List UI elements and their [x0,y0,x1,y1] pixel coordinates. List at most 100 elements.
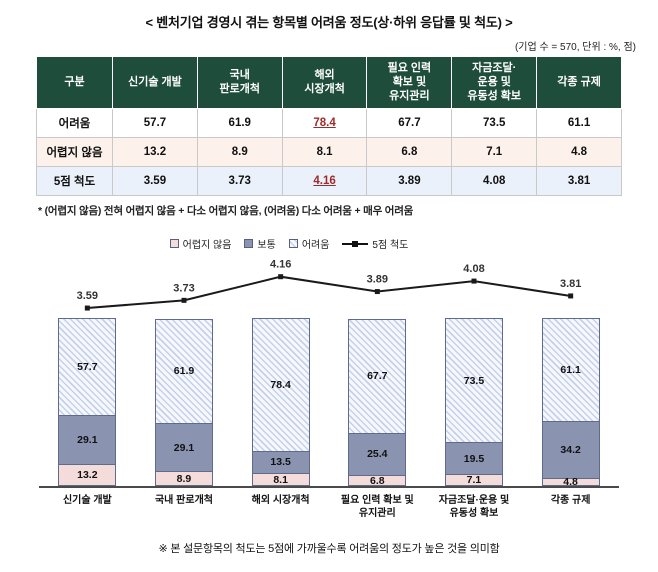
value-cell: 13.2 [112,137,198,168]
legend-item-not-difficult: 어렵지 않음 [169,236,232,252]
value-cell: 73.5 [451,108,538,139]
bar-column: 78.4 13.5 8.1 [232,318,329,487]
table-row: 어려움 57.7 61.9 78.4 67.7 73.5 61.1 [36,108,622,139]
line-point-marker [84,305,90,311]
value-cell: 3.81 [536,166,622,197]
value-cell: 57.7 [112,108,198,139]
segment-value-label: 7.1 [466,474,482,487]
line-value-label: 3.81 [560,278,581,290]
header-cell-regulation: 각종 규제 [536,55,622,110]
segment-value-label: 34.2 [560,444,581,457]
table-row: 어렵지 않음 13.2 8.9 8.1 6.8 7.1 4.8 [36,137,622,168]
header-cell-funding: 자금조달· 운용 및 유동성 확보 [451,55,538,110]
value-cell: 8.9 [196,137,283,168]
bar-column: 61.9 29.1 8.9 [136,318,233,487]
stacked-bar: 78.4 13.5 8.1 [251,318,310,487]
value-cell: 67.7 [366,108,453,139]
stacked-bar: 61.1 34.2 4.8 [541,318,600,488]
legend-item-scale-line: 5점 척도 [342,236,408,251]
value-cell-highlight: 4.16 [281,166,368,197]
header-cell-personnel: 필요 인력 확보 및 유지관리 [366,55,453,110]
page: < 벤처기업 경영시 겪는 항목별 어려움 정도(상·하위 응답률 및 척도) … [0,15,636,555]
header-cell-category: 구분 [36,55,113,110]
legend-swatch-not-difficult [169,239,179,249]
header-cell-domestic: 국내 판로개척 [196,55,283,110]
table-row: 5점 척도 3.59 3.73 4.16 3.89 4.08 3.81 [36,166,622,197]
bar-segment-difficult: 61.9 [154,318,213,424]
bar-segment-difficult: 78.4 [251,318,310,452]
category-label: 자금조달·운용 및 유동성 확보 [438,495,510,520]
line-marker-icon [342,239,369,248]
segment-value-label: 13.2 [77,469,98,482]
row-label: 5점 척도 [36,166,113,197]
stacked-bar: 67.7 25.4 6.8 [348,318,407,487]
bar-segment-not-difficult: 6.8 [348,474,407,487]
line-value-label: 4.08 [463,263,484,275]
segment-value-label: 13.5 [270,456,291,469]
segment-value-label: 57.7 [77,361,98,374]
line-point-marker [471,278,477,284]
bar-column: 57.7 29.1 13.2 [39,318,136,487]
value-cell-highlight: 78.4 [281,108,368,139]
category-label: 국내 판로개척 [154,495,213,507]
legend-label: 어려움 [301,240,330,252]
row-label: 어렵지 않음 [36,137,113,168]
value-cell: 61.9 [196,108,283,139]
stacked-bar: 61.9 29.1 8.9 [154,318,213,487]
header-cell-overseas: 해외 시장개척 [281,55,368,110]
bar-segment-difficult: 67.7 [348,318,407,434]
bar-segment-difficult: 73.5 [444,318,503,444]
segment-value-label: 61.1 [560,364,581,377]
legend-label: 5점 척도 [372,240,409,252]
stacked-bar-chart: 3.59 3.73 4.16 3.89 4.08 3.81 57.7 29.1 13.2 61.… [39,257,619,520]
header-cell-newtech: 신기술 개발 [112,55,198,110]
bar-segment-not-difficult: 8.9 [154,471,213,487]
line-point-marker [278,274,284,280]
table-header-row: 구분 신기술 개발 국내 판로개척 해외 시장개척 필요 인력 확보 및 유지관… [36,55,622,110]
bar-segment-difficult: 61.1 [541,318,600,423]
value-cell: 3.89 [366,166,453,197]
segment-value-label: 78.4 [270,379,291,392]
legend-item-difficult: 어려움 [288,236,330,252]
line-value-label: 3.89 [367,274,388,286]
segment-value-label: 73.5 [463,374,485,387]
segment-value-label: 25.4 [367,448,388,461]
value-cell: 4.8 [536,137,622,168]
legend-swatch-difficult [288,239,298,249]
bar-segment-difficult: 57.7 [58,318,117,417]
bar-column: 67.7 25.4 6.8 [329,318,426,487]
segment-value-label: 19.5 [463,452,485,465]
line-point-marker [568,293,574,299]
bar-segment-normal: 34.2 [541,421,600,480]
chart-title: < 벤처기업 경영시 겪는 항목별 어려움 정도(상·하위 응답률 및 척도) … [145,15,513,30]
bar-segment-normal: 13.5 [251,450,310,474]
bar-segment-not-difficult: 4.8 [541,476,600,488]
segment-value-label: 61.9 [173,365,195,378]
bar-segment-normal: 25.4 [348,432,407,476]
legend-label: 어렵지 않음 [182,240,232,252]
table-footnote: * (어렵지 않음) 전혀 어렵지 않음 + 다소 어렵지 않음, (어려움) … [38,205,414,218]
segment-value-label: 8.1 [273,473,288,486]
line-point-marker [374,289,380,295]
bar-column: 61.1 34.2 4.8 [522,318,619,488]
legend-label: 보통 [257,240,276,252]
unit-note: (기업 수 = 570, 단위 : %, 점) [514,42,636,53]
bar-segment-normal: 19.5 [444,442,503,476]
line-value-label: 3.59 [77,290,98,302]
legend-item-normal: 보통 [244,236,276,252]
legend: 어렵지 않음 보통 어려움 5점 척도 [0,236,600,251]
bar-segment-not-difficult: 13.2 [58,463,117,487]
stacked-bar: 73.5 19.5 7.1 [444,318,503,487]
category-label: 각종 규제 [550,495,591,507]
scale-line-overlay: 3.59 3.73 4.16 3.89 4.08 3.81 [77,259,581,311]
bar-segment-not-difficult: 7.1 [444,474,503,487]
scale-line [87,275,571,310]
bars-area: 57.7 29.1 13.2 61.9 29.1 8.9 78.4 13.5 8.1 67.7 25… [39,318,619,489]
category-axis: 신기술 개발 국내 판로개척 해외 시장개척 필요 인력 확보 및 유지관리 자금조달·… [39,494,619,520]
value-cell: 3.73 [196,166,283,197]
difficulty-table: 구분 신기술 개발 국내 판로개척 해외 시장개척 필요 인력 확보 및 유지관… [36,55,622,197]
stacked-bar: 57.7 29.1 13.2 [58,318,117,487]
value-cell: 6.8 [366,137,453,168]
segment-value-label: 6.8 [369,474,385,487]
segment-value-label: 29.1 [77,434,98,447]
